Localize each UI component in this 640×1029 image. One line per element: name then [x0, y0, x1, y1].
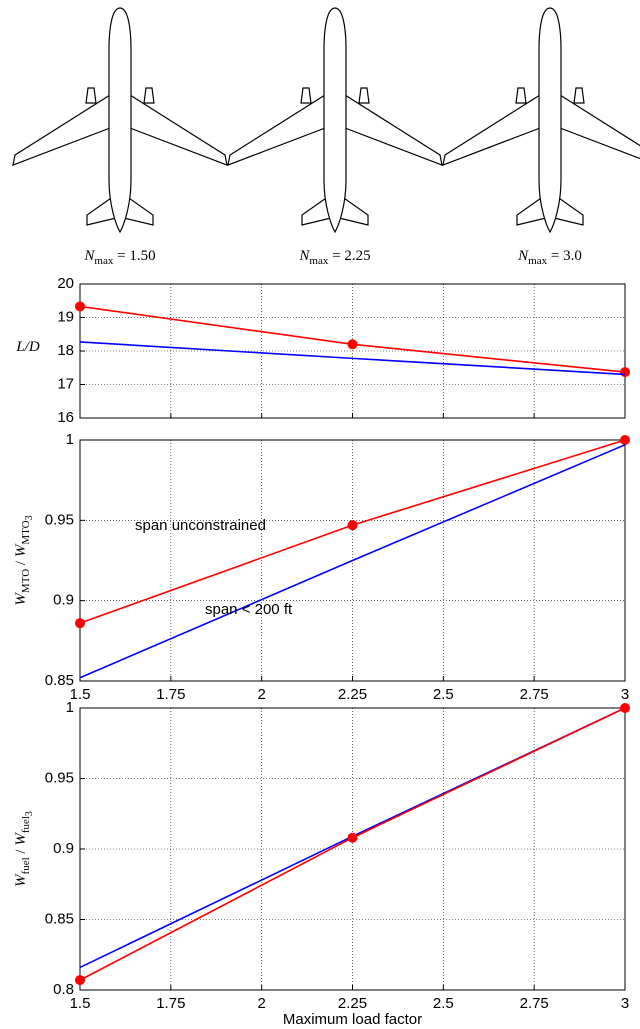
y-tick-label: 0.95	[45, 511, 74, 528]
aircraft-drawing	[12, 7, 228, 233]
y-tick-label: 0.9	[53, 592, 74, 609]
axes-box	[79, 283, 626, 419]
y-tick-label: 16	[57, 409, 74, 426]
rich-label: Nmax = 3.0	[517, 248, 582, 266]
y-tick-label: 0.9	[53, 840, 74, 857]
y-tick-label: 0.85	[45, 672, 74, 689]
x-tick-label: 2.5	[433, 686, 454, 703]
x-tick-label: 2.5	[433, 995, 454, 1012]
data-point	[620, 703, 630, 713]
y-tick-label: 1	[66, 699, 74, 716]
data-point	[75, 301, 85, 312]
y-tick-label: 1	[66, 431, 74, 448]
x-tick-label: 3	[621, 995, 629, 1012]
label-part: N	[298, 248, 310, 264]
label-part: W	[13, 543, 29, 557]
data-point	[620, 367, 630, 378]
label-part: N	[517, 248, 529, 264]
label-part: MTO	[20, 569, 32, 593]
x-tick-label: 2.25	[338, 995, 367, 1012]
rich-label: WMTO / WMTO3	[13, 515, 35, 605]
label-part: /	[13, 846, 29, 858]
series-line	[79, 341, 626, 376]
aircraft-drawing	[227, 7, 443, 233]
x-tick-label: 3	[621, 686, 629, 703]
aircraft-drawing	[442, 7, 640, 233]
label-part: N	[83, 248, 95, 264]
data-point	[620, 435, 630, 445]
label-part: = 3.0	[547, 248, 582, 264]
y-tick-label: 0.85	[45, 910, 74, 927]
data-point	[75, 975, 85, 986]
y-tick-label: 18	[57, 342, 74, 359]
y-tick-label: 19	[57, 308, 74, 325]
label-part: W	[13, 873, 29, 887]
series-line	[79, 444, 626, 679]
rich-label: L/D	[15, 339, 40, 355]
label-part: max	[528, 255, 547, 267]
label-part: L/D	[15, 339, 40, 355]
x-tick-label: 1.5	[70, 686, 91, 703]
axes-box	[79, 707, 626, 991]
x-tick-label: 1.75	[156, 686, 185, 703]
rich-label: Nmax = 2.25	[298, 248, 370, 266]
label-part: W	[13, 832, 29, 846]
data-point	[75, 618, 85, 629]
x-tick-label: 2.75	[520, 686, 549, 703]
axes-box	[79, 439, 626, 682]
label-part: MTO	[20, 520, 32, 544]
label-part: /	[13, 557, 29, 569]
x-tick-label: 2.25	[338, 686, 367, 703]
label-part: = 2.25	[328, 248, 370, 264]
x-tick-label: 1.5	[70, 995, 91, 1012]
annotation: span unconstrained	[135, 517, 266, 534]
data-point	[347, 832, 358, 843]
rich-label: Wfuel / Wfuel3	[13, 811, 35, 887]
label-part: max	[94, 255, 113, 267]
label-part: 3	[24, 515, 35, 520]
y-tick-label: 0.95	[45, 769, 74, 786]
annotation: span < 200 ft	[205, 601, 293, 618]
x-tick-label: 1.75	[156, 995, 185, 1012]
label-part: W	[13, 592, 29, 606]
x-axis-label: Maximum load factor	[283, 1011, 422, 1028]
label-part: max	[309, 255, 328, 267]
x-tick-label: 2.75	[520, 995, 549, 1012]
label-part: = 1.50	[113, 248, 155, 264]
y-tick-label: 17	[57, 375, 74, 392]
label-part: 3	[24, 811, 35, 816]
x-tick-label: 2	[257, 686, 265, 703]
data-point	[347, 520, 358, 531]
rich-label: Nmax = 1.50	[83, 248, 155, 266]
x-tick-label: 2	[257, 995, 265, 1012]
y-tick-label: 0.8	[53, 981, 74, 998]
label-part: fuel	[20, 857, 32, 874]
label-part: fuel	[20, 816, 32, 833]
y-tick-label: 20	[57, 275, 74, 292]
data-point	[347, 339, 358, 350]
